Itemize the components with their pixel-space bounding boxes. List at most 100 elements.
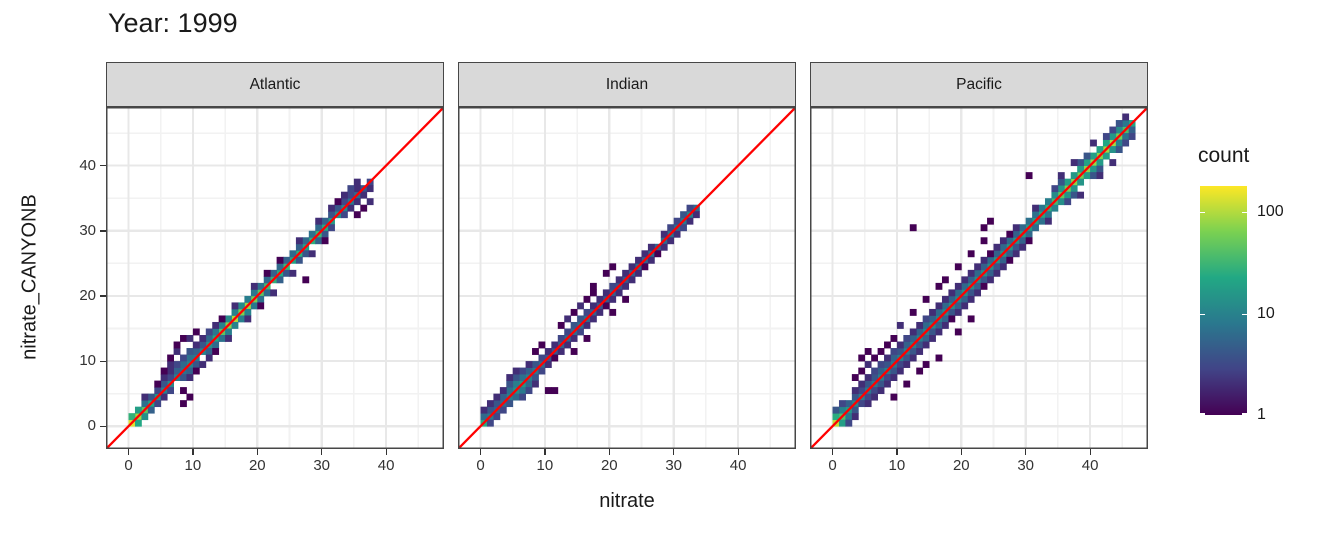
bin-cell [941, 315, 949, 323]
x-tick-label: 10 [184, 457, 202, 474]
legend-title: count [1198, 144, 1250, 167]
bin-cell [347, 191, 355, 199]
bin-cell [686, 204, 694, 212]
bin-cell [570, 308, 578, 316]
bin-cell [1051, 185, 1059, 193]
bin-cell [993, 243, 1001, 251]
bin-cell [954, 263, 962, 271]
bin-cell [1019, 237, 1027, 245]
bin-cell [186, 393, 194, 401]
bin-cell [347, 204, 355, 212]
bin-cell [321, 217, 329, 225]
bin-cell [980, 237, 988, 245]
bin-cell [1051, 204, 1059, 212]
bin-cell [884, 374, 891, 381]
bin-cell [295, 237, 303, 245]
bin-cell [1122, 120, 1130, 127]
bin-cell [128, 413, 136, 421]
bin-cell [512, 380, 520, 388]
bin-cell [929, 315, 936, 323]
bin-cell [851, 374, 859, 381]
x-tick-label: 20 [248, 457, 266, 474]
bin-cell [486, 406, 494, 414]
legend-tick-label-1: 1 [1257, 406, 1266, 423]
bin-cell [596, 295, 604, 303]
bin-cell [328, 204, 335, 212]
bin-cell [1025, 217, 1033, 225]
bin-cell [315, 224, 323, 232]
y-tick-label: 0 [87, 417, 96, 435]
bin-cell [231, 308, 239, 316]
bin-cell [922, 321, 930, 329]
bin-cell [525, 387, 533, 395]
bin-cell [1115, 139, 1123, 147]
bin-cell [871, 374, 878, 381]
bin-cell [180, 354, 187, 362]
bin-cell [237, 302, 245, 310]
bin-cell [909, 354, 917, 362]
bin-cell [205, 348, 213, 355]
bin-cell [557, 321, 565, 329]
bin-cell [244, 315, 252, 323]
panel-border [810, 107, 1148, 449]
bin-cell [941, 302, 949, 310]
bin-cell [276, 276, 284, 284]
bin-cell [851, 393, 859, 401]
bin-cell [673, 217, 681, 225]
x-tick-mark [608, 449, 611, 455]
bin-cell [1064, 178, 1072, 186]
y-tick-label: 10 [79, 352, 96, 370]
bin-cell [916, 321, 924, 329]
bin-cell [596, 308, 604, 316]
bin-cell [328, 211, 335, 219]
bin-cell [589, 289, 597, 297]
bin-cell [570, 335, 578, 342]
bin-cell [948, 295, 956, 303]
bin-cell [237, 315, 245, 323]
bin-cell [270, 289, 278, 297]
x-tick-mark [544, 449, 546, 455]
bin-cell [1044, 198, 1052, 206]
bin-cell [1090, 172, 1097, 180]
bin-cell [589, 282, 597, 290]
bin-cell [564, 315, 572, 323]
bin-cell [525, 380, 533, 388]
bin-cell [967, 250, 975, 258]
figure-title: Year: 1999 [108, 8, 238, 38]
bin-cell [987, 269, 994, 277]
bin-cell [871, 387, 878, 395]
bin-cell [987, 256, 994, 264]
bin-cell [890, 393, 898, 401]
bin-cell [1077, 178, 1085, 186]
bin-cell [366, 185, 374, 193]
bin-cell [353, 185, 361, 193]
bin-cell [186, 348, 194, 355]
bin-cell [999, 243, 1007, 251]
facet-strip-indian: Indian [458, 62, 796, 107]
bin-cell [589, 315, 597, 323]
bin-cell [225, 315, 232, 323]
bin-cell [858, 380, 866, 388]
bin-cell [858, 354, 866, 362]
bin-cell [270, 269, 278, 277]
bin-cell [641, 250, 649, 258]
bin-cell [353, 211, 361, 219]
bin-cell [980, 256, 988, 264]
bin-cell [845, 413, 853, 421]
bin-cell [1038, 204, 1046, 212]
bin-cell [353, 198, 361, 206]
bin-cell [160, 393, 168, 401]
bin-cell [1070, 159, 1078, 167]
x-tick-label: 10 [536, 457, 554, 474]
bin-cell [1038, 217, 1046, 225]
bin-cell [999, 237, 1007, 245]
bin-cell [1044, 211, 1052, 219]
bin-cell [589, 302, 597, 310]
bin-cell [890, 367, 898, 375]
bin-cell [570, 348, 578, 355]
facet-label-atlantic: Atlantic [249, 75, 301, 93]
gridlines [106, 107, 444, 449]
bin-cell [192, 361, 200, 368]
x-tick-mark [737, 449, 739, 455]
bin-cell [929, 308, 936, 316]
